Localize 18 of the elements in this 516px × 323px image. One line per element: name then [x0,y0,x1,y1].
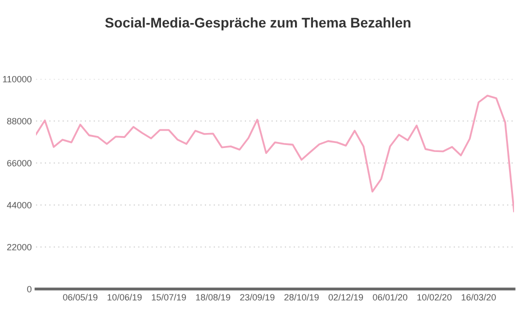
x-tick-label: 06/01/20 [372,294,408,300]
y-tick-label: 22000 [7,244,32,250]
x-tick-label: 28/10/19 [284,294,319,300]
line-series [36,94,514,212]
x-tick-label: 16/03/20 [462,294,496,300]
x-tick-label: 10/06/19 [108,294,142,300]
y-tick-label: 44000 [6,202,32,208]
x-tick-label: 06/05/19 [63,294,98,300]
y-tick-label: 110000 [3,76,32,82]
y-tick-label: 88000 [7,118,32,124]
chart-title: Social-Media-Gespräche zum Thema Bezahlen [105,17,410,30]
y-tick-label: 66000 [7,160,32,166]
x-tick-label: 18/08/19 [196,294,230,300]
x-tick-label: 02/12/19 [328,294,363,300]
y-tick-label: 0 [27,286,32,292]
x-tick-label: 15/07/19 [152,294,186,300]
x-tick-label: 23/09/19 [240,294,274,300]
x-tick-label: 10/02/20 [417,294,452,300]
